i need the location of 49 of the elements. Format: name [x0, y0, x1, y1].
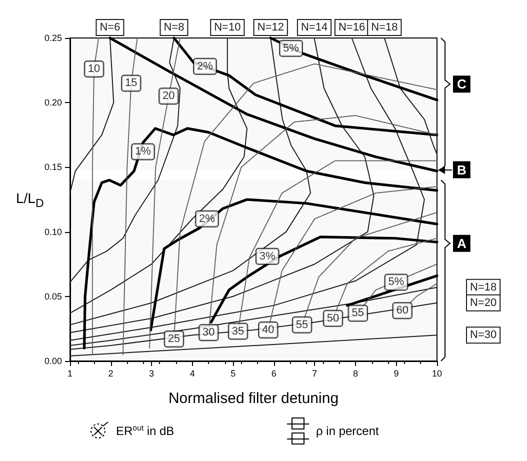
annotation: 60 [396, 304, 408, 317]
band-label: C [457, 76, 467, 92]
annotation: 2% [197, 60, 214, 72]
x-tick-label: 10 [432, 368, 442, 378]
y-tick-label: 0.15 [44, 162, 62, 172]
y-tick-label: 0.05 [44, 291, 62, 302]
y-tick-label: 0.25 [44, 33, 62, 43]
y-axis-title: L/L$_{D}$ [16, 190, 44, 210]
x-tick-label: 7 [312, 368, 318, 378]
annotation: 40 [262, 324, 274, 336]
series-label: N=10 [214, 22, 241, 34]
series-label: N=18 [371, 22, 398, 34]
text: ρ in percent [316, 424, 380, 438]
text: N=18 [470, 281, 497, 294]
annotation: 25 [168, 333, 180, 346]
x-tick-label: 3 [149, 368, 154, 378]
annotation: 15 [125, 77, 138, 90]
annotation: 2% [199, 212, 216, 225]
series-label: N=14 [300, 22, 328, 34]
x-tick-label: 1 [67, 368, 73, 378]
annotation: 35 [232, 325, 244, 338]
y-tick-label: 0.20 [44, 98, 62, 108]
annotation: 30 [202, 326, 215, 339]
annotation: 5% [388, 276, 404, 288]
x-tick-label: 6 [271, 368, 276, 378]
x-tick-label: 4 [190, 368, 195, 378]
x-axis-title: Normalised filter detuning [168, 390, 339, 407]
text: N=30 [470, 329, 497, 342]
annotation: 5% [283, 42, 300, 54]
annotation: 20 [162, 90, 175, 102]
band-label: A [457, 236, 467, 251]
x-tick-label: 5 [230, 368, 236, 378]
annotation: 1% [135, 146, 152, 158]
x-tick-label: 2 [108, 368, 114, 378]
annotation: 10 [88, 63, 100, 76]
y-tick-label: 0.10 [44, 226, 62, 237]
series-label: N=8 [164, 22, 184, 34]
annotation: 3% [259, 250, 276, 262]
series-label: N=16 [338, 22, 366, 34]
series-label: N=12 [257, 22, 284, 34]
x-tick-label: 8 [352, 368, 358, 378]
text: N=20 [470, 296, 497, 309]
series-label: N=6 [100, 22, 120, 34]
x-tick-label: 9 [394, 368, 399, 378]
annotation: 55 [352, 307, 364, 320]
ref-line-label: B [457, 162, 466, 178]
y-tick-label: 0.00 [44, 356, 62, 366]
annotation: 50 [326, 312, 340, 324]
annotation: 55 [296, 318, 308, 331]
